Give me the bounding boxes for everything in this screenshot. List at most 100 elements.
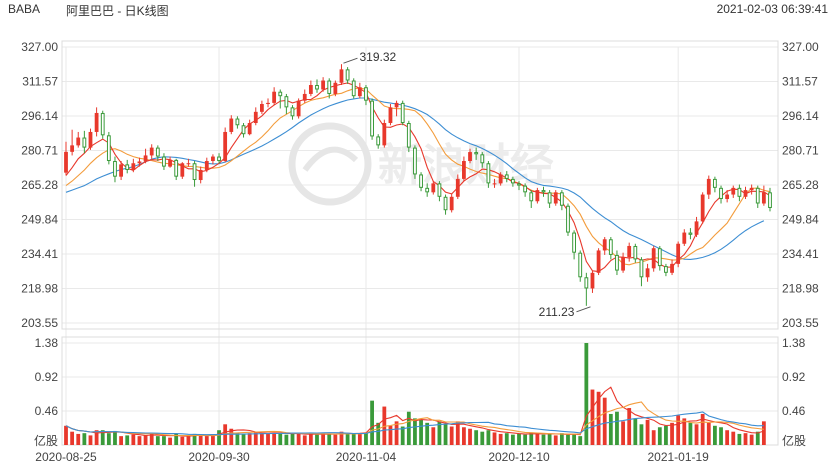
candle-body bbox=[296, 100, 301, 117]
candle-body bbox=[431, 183, 436, 193]
candle bbox=[510, 176, 515, 187]
volume-bar bbox=[651, 430, 656, 445]
candle-body bbox=[664, 266, 668, 273]
price-tick-label-right: 280.71 bbox=[782, 143, 819, 157]
volume-bar bbox=[755, 431, 760, 445]
candle bbox=[572, 230, 577, 260]
candle bbox=[394, 100, 399, 117]
volume-bar bbox=[241, 433, 246, 445]
volume-bar bbox=[437, 421, 442, 445]
chart-title: 阿里巴巴 - 日K线图 bbox=[66, 4, 169, 18]
price-tick-label-left: 234.41 bbox=[21, 247, 58, 261]
price-panel-frame bbox=[61, 40, 779, 330]
candle-body bbox=[462, 161, 466, 179]
candle-body bbox=[327, 80, 332, 94]
candle-body bbox=[204, 161, 209, 170]
candle bbox=[125, 159, 130, 174]
ma20-polyline bbox=[65, 97, 765, 260]
candle-body bbox=[235, 118, 240, 126]
candle-body bbox=[639, 259, 644, 278]
candle bbox=[455, 174, 460, 200]
volume-bar bbox=[162, 436, 166, 445]
candle bbox=[259, 100, 264, 115]
candle bbox=[584, 272, 589, 306]
candle-body bbox=[211, 156, 215, 162]
price-tick-label-right: 296.14 bbox=[782, 109, 819, 123]
candle bbox=[749, 184, 754, 195]
candle-body bbox=[700, 194, 705, 222]
candle bbox=[339, 64, 344, 86]
candle-body bbox=[88, 131, 93, 148]
candle-body bbox=[143, 155, 148, 162]
candle bbox=[357, 82, 362, 99]
candle bbox=[768, 187, 772, 212]
volume-bar bbox=[272, 432, 277, 445]
volume-bar bbox=[186, 436, 191, 445]
candle bbox=[382, 119, 387, 148]
volume-bar bbox=[296, 433, 301, 445]
volume-tick-label-left: 0.92 bbox=[35, 370, 59, 384]
candle bbox=[737, 184, 742, 202]
candle bbox=[333, 80, 338, 97]
candle-body bbox=[474, 152, 479, 155]
volume-bar bbox=[419, 419, 423, 445]
candle-body bbox=[229, 118, 234, 132]
candle bbox=[725, 190, 730, 203]
candle bbox=[627, 242, 632, 262]
volume-bar bbox=[676, 415, 681, 445]
candle-body bbox=[64, 151, 68, 173]
high-leader-line bbox=[343, 57, 358, 64]
candle-body bbox=[737, 187, 742, 197]
volume-bar bbox=[259, 433, 264, 445]
candle bbox=[217, 153, 221, 164]
candle-body bbox=[198, 169, 203, 181]
candle bbox=[425, 183, 430, 197]
candle bbox=[596, 248, 601, 276]
candle bbox=[517, 181, 521, 191]
volume-bar bbox=[492, 432, 497, 445]
candle-body bbox=[645, 268, 650, 278]
candle-body bbox=[113, 161, 117, 177]
volume-tick-label-right: 0.92 bbox=[782, 370, 806, 384]
candle bbox=[590, 270, 595, 293]
candle-body bbox=[131, 163, 136, 170]
volume-bar bbox=[247, 433, 252, 445]
candle bbox=[70, 129, 75, 156]
volume-tick-label-right: 0.46 bbox=[782, 404, 806, 418]
price-tick-label-left: 249.84 bbox=[21, 213, 58, 227]
volume-bar bbox=[664, 425, 668, 445]
candle bbox=[743, 186, 748, 200]
axes-labels: 327.00 327.00 311.57 311.57 296.14 296.14 280.… bbox=[21, 40, 819, 464]
candle-body bbox=[315, 85, 319, 90]
volume-bar bbox=[143, 435, 148, 445]
candle bbox=[278, 89, 283, 109]
candle-body bbox=[694, 221, 699, 235]
volume-bar bbox=[70, 431, 75, 445]
low-price-label: 211.23 bbox=[539, 305, 575, 319]
price-tick-label-left: 265.28 bbox=[21, 178, 58, 192]
candle-body bbox=[376, 136, 381, 146]
volume-bar bbox=[547, 433, 552, 445]
volume-bar bbox=[351, 433, 356, 445]
candle-body bbox=[559, 192, 564, 206]
candle bbox=[529, 190, 534, 208]
candle-body bbox=[266, 102, 270, 105]
volume-bar bbox=[761, 421, 766, 445]
candle-body bbox=[217, 156, 221, 162]
volume-bar bbox=[321, 433, 326, 445]
volume-bar bbox=[339, 431, 344, 445]
volume-bar bbox=[529, 432, 534, 445]
candle-body bbox=[370, 100, 374, 137]
candle-body bbox=[517, 183, 521, 186]
date-tick-label: 2020-09-30 bbox=[188, 450, 250, 464]
candle bbox=[284, 93, 289, 115]
candle-body bbox=[137, 161, 142, 164]
candle-body bbox=[670, 263, 674, 273]
volume-bar bbox=[217, 430, 221, 445]
volume-bar bbox=[204, 436, 209, 445]
high-price-label: 319.32 bbox=[359, 50, 396, 64]
volume-bar bbox=[682, 418, 687, 445]
annotations: 319.32 211.23 bbox=[343, 50, 591, 319]
volume-bar bbox=[498, 433, 503, 445]
